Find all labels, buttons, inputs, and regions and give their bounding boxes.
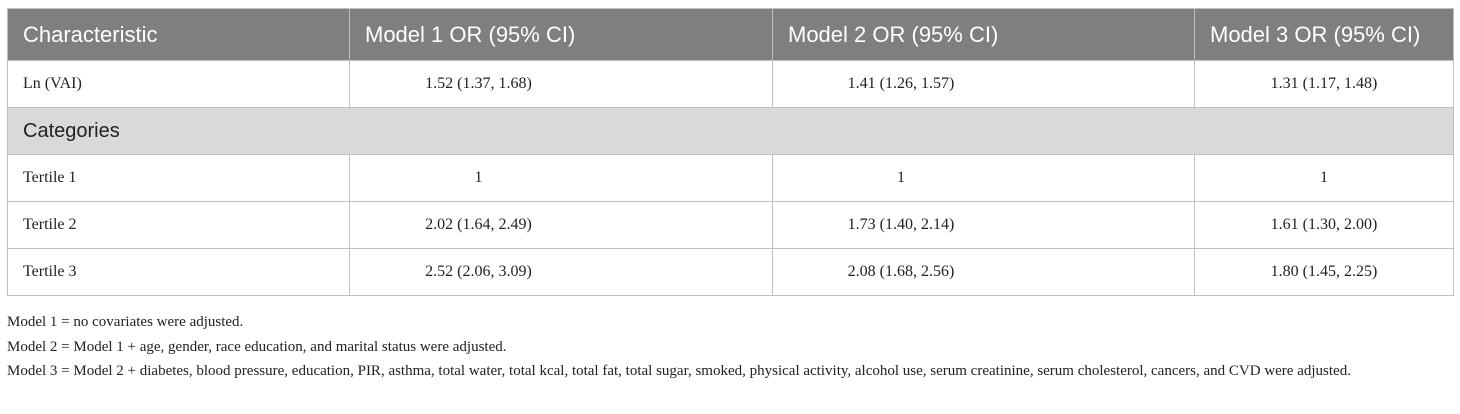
header-row: Characteristic Model 1 OR (95% CI) Model 2…: [7, 8, 1454, 61]
row-label: Categories: [7, 107, 1454, 155]
header-cell: Model 3 OR (95% CI): [1194, 8, 1454, 61]
value-cell: 1.31 (1.17, 1.48): [1194, 60, 1454, 108]
value-cell: 2.02 (1.64, 2.49): [349, 201, 773, 249]
value-cell: 2.52 (2.06, 3.09): [349, 248, 773, 296]
value-cell: 1.52 (1.37, 1.68): [349, 60, 773, 108]
value-cell: 1.73 (1.40, 2.14): [772, 201, 1195, 249]
footnote: Model 3 = Model 2 + diabetes, blood pres…: [7, 363, 1351, 379]
row-label: Ln (VAI): [7, 60, 350, 108]
row-label: Tertile 2: [7, 201, 350, 249]
table-row: Tertile 2 2.02 (1.64, 2.49) 1.73 (1.40, 2.…: [7, 201, 1454, 249]
table: Characteristic Model 1 OR (95% CI) Model 2…: [7, 8, 1454, 296]
row-label: Tertile 1: [7, 154, 350, 202]
footnote: Model 2 = Model 1 + age, gender, race ed…: [7, 338, 507, 355]
table-wrap: Characteristic Model 1 OR (95% CI) Model 2…: [7, 8, 1454, 296]
value-cell: 1.61 (1.30, 2.00): [1194, 201, 1454, 249]
header-cell: Model 2 OR (95% CI): [772, 8, 1195, 61]
footnote: Model 1 = no covariates were adjusted.: [7, 314, 244, 330]
value-cell: 1: [349, 154, 773, 202]
section-row: Categories: [7, 107, 1454, 155]
header-cell: Characteristic: [7, 8, 350, 61]
row-label: Tertile 3: [7, 248, 350, 296]
header-cell: Model 1 OR (95% CI): [349, 8, 773, 61]
value-cell: 1.80 (1.45, 2.25): [1194, 248, 1454, 296]
value-cell: 1: [772, 154, 1195, 202]
table-row: Tertile 3 2.52 (2.06, 3.09) 2.08 (1.68, 2.…: [7, 248, 1454, 296]
value-cell: 1: [1194, 154, 1454, 202]
value-cell: 2.08 (1.68, 2.56): [772, 248, 1195, 296]
footnotes: Model 1 = no covariates were adjusted. Mo…: [7, 310, 1457, 384]
table-row: Ln (VAI) 1.52 (1.37, 1.68) 1.41 (1.26, 1.5…: [7, 60, 1454, 108]
value-cell: 1.41 (1.26, 1.57): [772, 60, 1195, 108]
table-body: Ln (VAI) 1.52 (1.37, 1.68) 1.41 (1.26, 1.5…: [7, 60, 1454, 296]
